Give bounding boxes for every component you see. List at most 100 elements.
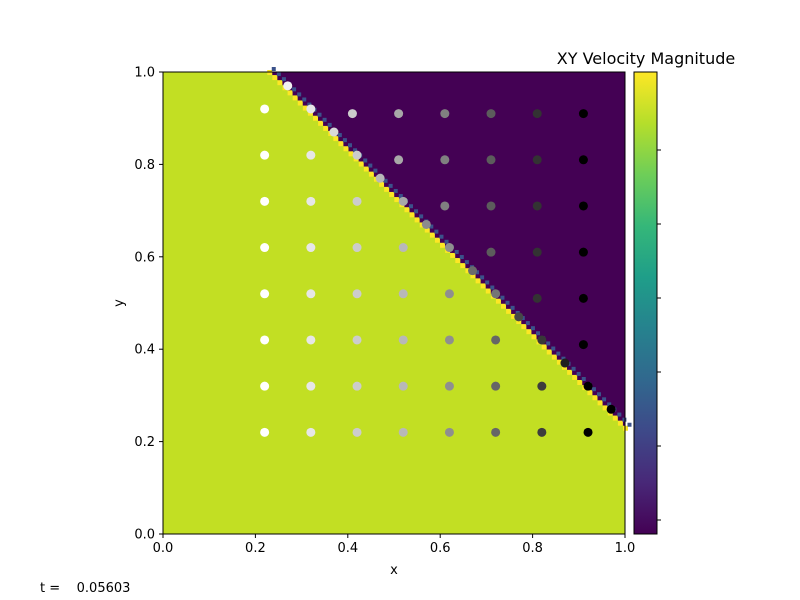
particle <box>578 247 588 257</box>
particle <box>352 381 362 391</box>
interface-cell <box>429 232 435 238</box>
particle <box>260 427 270 437</box>
particle <box>578 155 588 165</box>
interface-cell <box>272 75 278 81</box>
particle <box>486 247 496 257</box>
particle <box>260 196 270 206</box>
particle <box>260 381 270 391</box>
interface-cell <box>546 349 552 355</box>
interface-cell <box>465 268 471 274</box>
interface-edge-cell <box>373 168 378 173</box>
x-tick-label: 1.0 <box>615 541 636 556</box>
interface-edge-cell <box>459 255 464 260</box>
y-tick-label: 1.0 <box>134 66 155 81</box>
interface-edge-cell <box>561 356 566 361</box>
interface-cell <box>389 191 395 197</box>
interface-edge-cell <box>576 371 581 376</box>
interface-cell <box>501 303 507 309</box>
interface-edge-cell <box>536 331 541 336</box>
interface-cell <box>602 405 608 411</box>
interface-cell <box>612 415 618 421</box>
interface-cell <box>379 181 385 187</box>
particle <box>532 293 542 303</box>
particle <box>486 201 496 211</box>
interface-cell <box>414 217 420 223</box>
interface-cell <box>455 258 461 264</box>
interface-cell <box>297 100 303 106</box>
particle-markers <box>260 81 616 437</box>
interface-cell <box>460 263 466 269</box>
particle <box>532 109 542 119</box>
particle <box>491 289 501 299</box>
particle <box>398 289 408 299</box>
particle <box>583 381 593 391</box>
x-tick-label: 0.0 <box>153 541 174 556</box>
colorbar <box>633 71 658 535</box>
interface-cell <box>424 227 430 233</box>
interface-edge-cell <box>383 178 388 183</box>
interface-edge-cell <box>419 214 424 219</box>
interface-edge-cell <box>627 422 632 427</box>
particle <box>347 109 357 119</box>
interface-cell <box>333 136 339 142</box>
particle <box>398 196 408 206</box>
interface-cell <box>312 115 318 121</box>
particle <box>578 340 588 350</box>
interface-edge-cell <box>454 249 459 254</box>
interface-cell <box>541 344 547 350</box>
interface-cell <box>587 390 593 396</box>
interface-edge-cell <box>581 377 586 382</box>
particle <box>578 293 588 303</box>
particle <box>440 109 450 119</box>
interface-edge-cell <box>464 260 469 265</box>
particle <box>260 150 270 160</box>
interface-cell <box>470 273 476 279</box>
interface-cell <box>384 186 390 192</box>
x-axis-label: x <box>390 563 398 578</box>
time-readout: t = 0.05603 <box>40 581 130 596</box>
interface-cell <box>521 324 527 330</box>
interface-cell <box>617 420 623 426</box>
interface-edge-cell <box>617 412 622 417</box>
interface-cell <box>323 125 329 131</box>
interface-edge-cell <box>347 143 352 148</box>
interface-edge-cell <box>444 239 449 244</box>
interface-cell <box>567 369 573 375</box>
interface-edge-cell <box>388 183 393 188</box>
particle <box>398 243 408 253</box>
particle <box>352 196 362 206</box>
particle <box>491 427 501 437</box>
particle <box>260 335 270 345</box>
interface-edge-cell <box>546 341 551 346</box>
particle <box>306 196 316 206</box>
particle <box>583 427 593 437</box>
interface-edge-cell <box>475 270 480 275</box>
interface-cell <box>516 319 522 325</box>
interface-edge-cell <box>353 148 358 153</box>
particle <box>375 173 385 183</box>
interface-edge-cell <box>556 351 561 356</box>
interface-edge-cell <box>602 397 607 402</box>
particle <box>444 335 454 345</box>
interface-cell <box>440 242 446 248</box>
particle <box>260 289 270 299</box>
particle <box>394 109 404 119</box>
particle <box>306 381 316 391</box>
interface-edge-cell <box>439 234 444 239</box>
particle <box>486 155 496 165</box>
interface-edge-cell <box>317 112 322 117</box>
interface-cell <box>394 197 400 203</box>
particle <box>578 201 588 211</box>
interface-cell <box>292 95 298 101</box>
interface-edge-cell <box>597 392 602 397</box>
interface-cell <box>409 212 415 218</box>
interface-cell <box>434 237 440 243</box>
interface-edge-cell <box>551 346 556 351</box>
interface-cell <box>485 288 491 294</box>
interface-edge-cell <box>342 138 347 143</box>
y-axis-ticks: 0.0 0.2 0.4 0.6 0.8 1.0 <box>134 66 163 543</box>
particle <box>260 104 270 114</box>
interface-edge-cell <box>398 194 403 199</box>
interface-cell <box>343 146 349 152</box>
